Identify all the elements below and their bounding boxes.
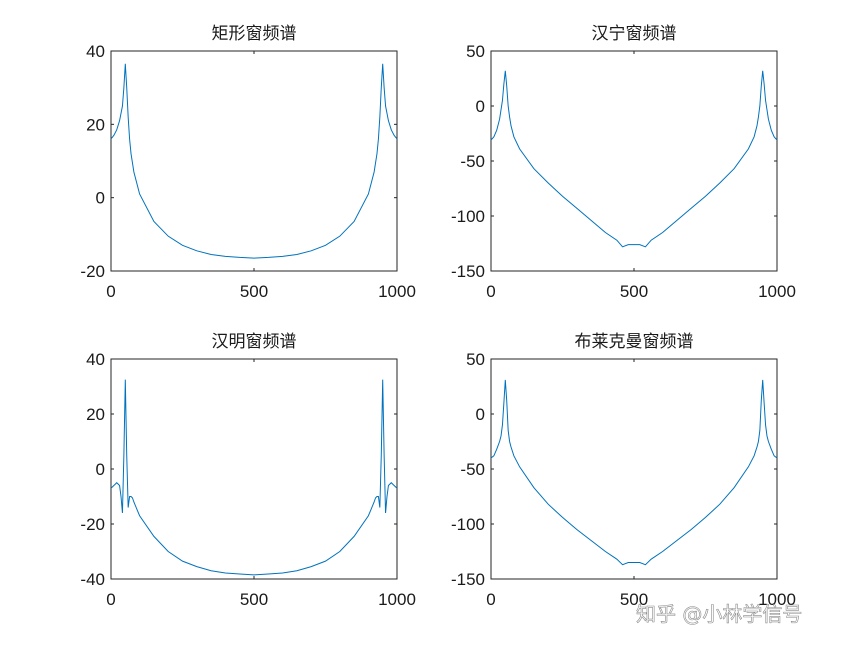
subplot-3-ytick-label-0: -40	[80, 570, 105, 589]
subplot-4: 布莱克曼窗频谱 0 500 1000 -150 -100 -50 0 50	[451, 332, 796, 609]
watermark-text: 知乎 @小林学信号	[636, 602, 802, 626]
subplot-2: 汉宁窗频谱 0 500 1000 -150 -100 -50 0 50	[451, 24, 796, 301]
subplot-4-ytick-label-1: -100	[451, 515, 485, 534]
subplot-3-xtick-label-1: 500	[240, 590, 268, 609]
subplot-1-series-line-0	[110, 63, 398, 259]
subplot-3-ytick-label-3: 20	[86, 405, 105, 424]
subplot-2-ytick-label-1: -100	[451, 207, 485, 226]
subplot-2-xtick-label-2: 1000	[758, 282, 796, 301]
subplot-4-ytick-label-3: 0	[476, 405, 485, 424]
subplot-2-ytick-label-0: -150	[451, 262, 485, 281]
subplot-4-ytick-label-4: 50	[466, 350, 485, 369]
subplot-3-ytick-label-2: 0	[96, 460, 105, 479]
subplot-3-ytick-label-1: -20	[80, 515, 105, 534]
subplot-3-xtick-label-2: 1000	[378, 590, 416, 609]
subplot-3-ytick-label-4: 40	[86, 350, 105, 369]
subplot-1-ytick-label-2: 20	[86, 115, 105, 134]
subplot-1-ytick-label-1: 0	[96, 189, 105, 208]
subplot-4-xtick-label-2: 1000	[758, 590, 796, 609]
subplot-3-xtick-label-0: 0	[106, 590, 115, 609]
subplot-4-series-line-0	[490, 379, 778, 566]
subplot-1-title: 矩形窗频谱	[212, 24, 297, 44]
subplot-1-xtick-label-0: 0	[106, 282, 115, 301]
subplot-4-xtick-label-1: 500	[620, 590, 648, 609]
subplot-4-ytick-label-2: -50	[460, 460, 485, 479]
subplot-2-series-line-0	[490, 70, 778, 248]
subplot-1-xtick-label-2: 1000	[378, 282, 416, 301]
subplot-2-ytick-label-4: 50	[466, 42, 485, 61]
subplot-2-ytick-label-3: 0	[476, 97, 485, 116]
subplot-3: 汉明窗频谱 0 500 1000 -40 -20 0 20 40	[80, 332, 415, 609]
subplot-2-xtick-label-1: 500	[620, 282, 648, 301]
subplot-4-ytick-label-0: -150	[451, 570, 485, 589]
subplot-4-title: 布莱克曼窗频谱	[575, 332, 694, 352]
subplot-1-ytick-label-3: 40	[86, 42, 105, 61]
subplot-1-xtick-label-1: 500	[240, 282, 268, 301]
subplot-2-ytick-label-2: -50	[460, 152, 485, 171]
subplot-1-ytick-label-0: -20	[80, 262, 105, 281]
subplot-3-title: 汉明窗频谱	[212, 332, 297, 352]
subplot-4-xtick-label-0: 0	[486, 590, 495, 609]
subplot-3-series-line-0	[110, 379, 398, 576]
subplot-2-title: 汉宁窗频谱	[592, 24, 677, 44]
subplot-2-xtick-label-0: 0	[486, 282, 495, 301]
